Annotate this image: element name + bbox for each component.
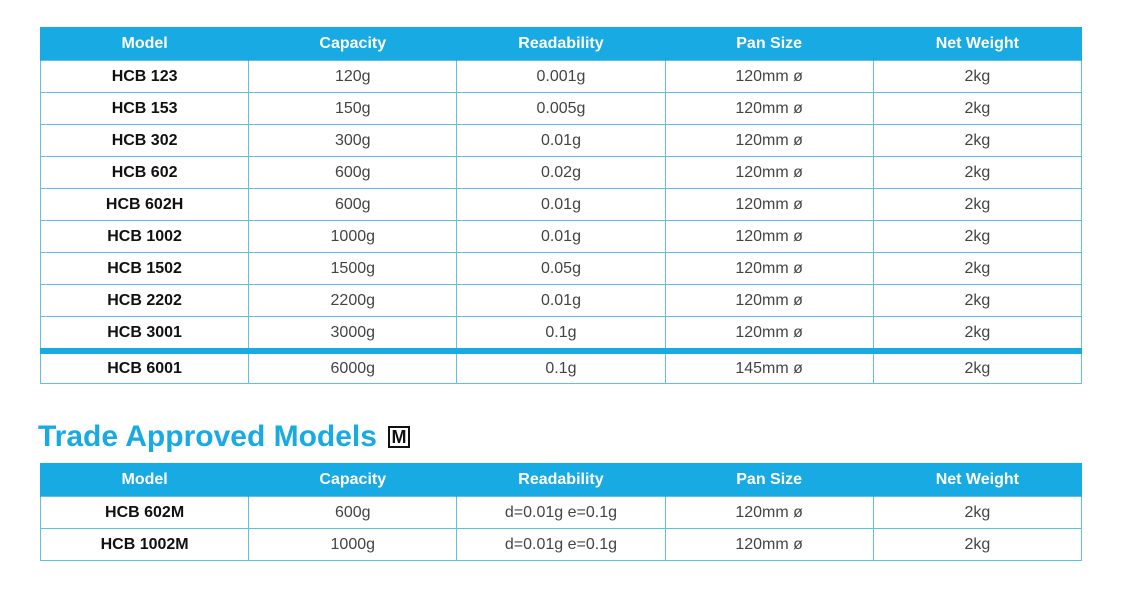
cell-net-weight: 2kg bbox=[872, 528, 1082, 561]
trade-approved-title: Trade Approved Models bbox=[38, 420, 377, 453]
cell-model: HCB 3001 bbox=[39, 316, 250, 352]
cell-capacity: 120g bbox=[248, 60, 458, 93]
cell-model: HCB 602 bbox=[39, 156, 250, 189]
cell-model: HCB 1002 bbox=[39, 220, 250, 253]
cell-net-weight: 2kg bbox=[872, 124, 1082, 157]
cell-capacity: 300g bbox=[248, 124, 458, 157]
cell-pan-size: 120mm ø bbox=[664, 496, 874, 529]
cell-pan-size: 120mm ø bbox=[664, 284, 874, 317]
cell-capacity: 2200g bbox=[248, 284, 458, 317]
cell-capacity: 600g bbox=[248, 188, 458, 221]
cell-pan-size: 145mm ø bbox=[664, 348, 874, 384]
header-net-weight: Net Weight bbox=[872, 463, 1082, 497]
table-row: HCB 2202 2200g 0.01g 120mm ø 2kg bbox=[39, 284, 1082, 317]
cell-pan-size: 120mm ø bbox=[664, 316, 874, 352]
cell-capacity: 1000g bbox=[248, 220, 458, 253]
cell-pan-size: 120mm ø bbox=[664, 220, 874, 253]
cell-capacity: 600g bbox=[248, 496, 458, 529]
cell-readability: 0.1g bbox=[456, 316, 666, 352]
cell-model: HCB 153 bbox=[39, 92, 250, 125]
cell-capacity: 600g bbox=[248, 156, 458, 189]
cell-model: HCB 123 bbox=[39, 60, 250, 93]
cell-pan-size: 120mm ø bbox=[664, 156, 874, 189]
cell-capacity: 6000g bbox=[248, 348, 458, 384]
header-pan-size: Pan Size bbox=[664, 27, 874, 61]
table-row: HCB 1002M 1000g d=0.01g e=0.1g 120mm ø 2… bbox=[39, 528, 1082, 561]
table-row: HCB 302 300g 0.01g 120mm ø 2kg bbox=[39, 124, 1082, 157]
header-pan-size: Pan Size bbox=[664, 463, 874, 497]
table-row: HCB 1002 1000g 0.01g 120mm ø 2kg bbox=[39, 220, 1082, 253]
table-row: HCB 602 600g 0.02g 120mm ø 2kg bbox=[39, 156, 1082, 189]
table-row: HCB 6001 6000g 0.1g 145mm ø 2kg bbox=[39, 348, 1082, 384]
trade-approved-heading: Trade Approved Models M bbox=[38, 420, 410, 454]
cell-readability: 0.01g bbox=[456, 124, 666, 157]
table-row: HCB 602M 600g d=0.01g e=0.1g 120mm ø 2kg bbox=[39, 496, 1082, 529]
cell-capacity: 150g bbox=[248, 92, 458, 125]
header-model: Model bbox=[39, 463, 250, 497]
cell-net-weight: 2kg bbox=[872, 92, 1082, 125]
cell-pan-size: 120mm ø bbox=[664, 188, 874, 221]
cell-net-weight: 2kg bbox=[872, 220, 1082, 253]
cell-net-weight: 2kg bbox=[872, 496, 1082, 529]
cell-readability: 0.01g bbox=[456, 284, 666, 317]
cell-model: HCB 602H bbox=[39, 188, 250, 221]
cell-net-weight: 2kg bbox=[872, 156, 1082, 189]
cell-readability: 0.01g bbox=[456, 188, 666, 221]
cell-model: HCB 1002M bbox=[39, 528, 250, 561]
table-row: HCB 153 150g 0.005g 120mm ø 2kg bbox=[39, 92, 1082, 125]
cell-readability: 0.02g bbox=[456, 156, 666, 189]
cell-pan-size: 120mm ø bbox=[664, 124, 874, 157]
trade-header-row: Model Capacity Readability Pan Size Net … bbox=[39, 463, 1082, 497]
cell-pan-size: 120mm ø bbox=[664, 60, 874, 93]
cell-model: HCB 302 bbox=[39, 124, 250, 157]
cell-capacity: 1000g bbox=[248, 528, 458, 561]
cell-readability: 0.05g bbox=[456, 252, 666, 285]
cell-readability: 0.005g bbox=[456, 92, 666, 125]
cell-model: HCB 1502 bbox=[39, 252, 250, 285]
cell-readability: d=0.01g e=0.1g bbox=[456, 528, 666, 561]
cell-model: HCB 2202 bbox=[39, 284, 250, 317]
cell-pan-size: 120mm ø bbox=[664, 528, 874, 561]
cell-net-weight: 2kg bbox=[872, 348, 1082, 384]
cell-model: HCB 6001 bbox=[39, 348, 250, 384]
header-net-weight: Net Weight bbox=[872, 27, 1082, 61]
table-row: HCB 602H 600g 0.01g 120mm ø 2kg bbox=[39, 188, 1082, 221]
specs-table: Model Capacity Readability Pan Size Net … bbox=[39, 27, 1082, 384]
cell-readability: d=0.01g e=0.1g bbox=[456, 496, 666, 529]
cell-readability: 0.001g bbox=[456, 60, 666, 93]
header-readability: Readability bbox=[456, 463, 666, 497]
metrology-m-mark-icon: M bbox=[387, 426, 410, 448]
table-row: HCB 1502 1500g 0.05g 120mm ø 2kg bbox=[39, 252, 1082, 285]
trade-approved-table: Model Capacity Readability Pan Size Net … bbox=[39, 463, 1082, 561]
metrology-m-letter: M bbox=[391, 427, 407, 447]
header-model: Model bbox=[39, 27, 250, 61]
cell-pan-size: 120mm ø bbox=[664, 252, 874, 285]
table-row: HCB 3001 3000g 0.1g 120mm ø 2kg bbox=[39, 316, 1082, 352]
cell-capacity: 1500g bbox=[248, 252, 458, 285]
cell-net-weight: 2kg bbox=[872, 188, 1082, 221]
cell-readability: 0.1g bbox=[456, 348, 666, 384]
cell-pan-size: 120mm ø bbox=[664, 92, 874, 125]
header-capacity: Capacity bbox=[248, 27, 458, 61]
cell-net-weight: 2kg bbox=[872, 60, 1082, 93]
cell-model: HCB 602M bbox=[39, 496, 250, 529]
cell-capacity: 3000g bbox=[248, 316, 458, 352]
header-readability: Readability bbox=[456, 27, 666, 61]
specs-header-row: Model Capacity Readability Pan Size Net … bbox=[39, 27, 1082, 61]
header-capacity: Capacity bbox=[248, 463, 458, 497]
cell-net-weight: 2kg bbox=[872, 252, 1082, 285]
cell-net-weight: 2kg bbox=[872, 284, 1082, 317]
table-row: HCB 123 120g 0.001g 120mm ø 2kg bbox=[39, 60, 1082, 93]
cell-readability: 0.01g bbox=[456, 220, 666, 253]
cell-net-weight: 2kg bbox=[872, 316, 1082, 352]
